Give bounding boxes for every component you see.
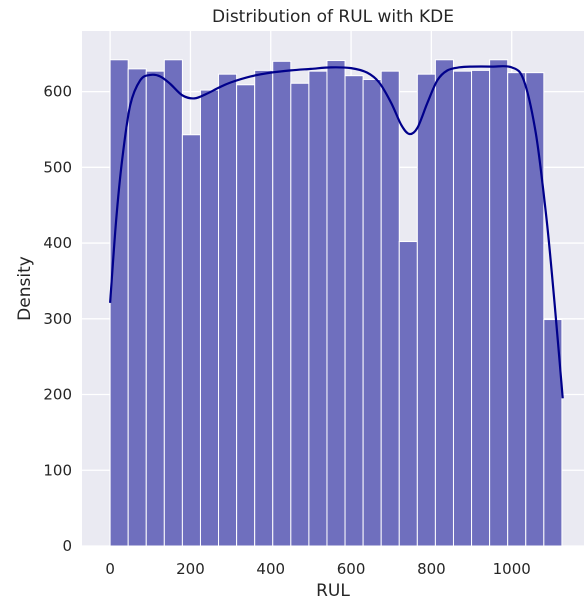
y-tick-label: 400	[43, 234, 72, 252]
x-tick-label: 400	[256, 560, 285, 578]
y-tick-label: 200	[43, 386, 72, 404]
chart-title: Distribution of RUL with KDE	[212, 7, 454, 27]
histogram-bar	[434, 59, 454, 547]
y-tick-label: 300	[43, 310, 72, 328]
histogram-bar	[416, 73, 436, 547]
x-tick-label: 1000	[493, 560, 531, 578]
histogram-bar	[236, 84, 256, 547]
histogram-bar	[181, 134, 201, 547]
histogram-bar	[525, 72, 545, 547]
y-tick-labels: 0 100 200 300 400 500 600	[43, 83, 72, 555]
histogram-bar	[489, 59, 509, 547]
histogram-bar	[380, 70, 400, 547]
histogram-bar	[362, 78, 382, 547]
histogram-bar	[254, 69, 274, 547]
y-tick-label: 500	[43, 158, 72, 176]
histogram-bar	[326, 60, 346, 547]
x-tick-label: 800	[417, 560, 446, 578]
histogram-bar	[507, 72, 527, 547]
histogram-bar	[127, 68, 147, 547]
y-axis-title: Density	[15, 256, 35, 321]
x-tick-label: 0	[105, 560, 115, 578]
histogram-bar	[272, 60, 292, 547]
histogram-bar	[344, 75, 364, 547]
y-tick-label: 0	[62, 537, 72, 555]
histogram-bar	[471, 69, 491, 547]
x-tick-labels: 0 200 400 600 800 1000	[105, 560, 530, 578]
histogram-bar	[163, 59, 183, 547]
x-tick-label: 200	[176, 560, 205, 578]
y-tick-label: 100	[43, 461, 72, 479]
histogram-bar	[398, 241, 418, 547]
histogram-bar	[218, 73, 238, 547]
kde-curve	[109, 65, 564, 399]
y-tick-label: 600	[43, 83, 72, 101]
histogram-bar	[452, 70, 473, 547]
histogram-bar	[308, 70, 328, 547]
histogram-bar	[199, 89, 220, 547]
x-axis-title: RUL	[316, 581, 350, 601]
histogram-bar	[145, 70, 165, 547]
histogram-bar	[543, 319, 563, 547]
x-tick-label: 600	[337, 560, 366, 578]
histogram-bar	[290, 82, 310, 547]
histogram-bars	[109, 59, 563, 547]
